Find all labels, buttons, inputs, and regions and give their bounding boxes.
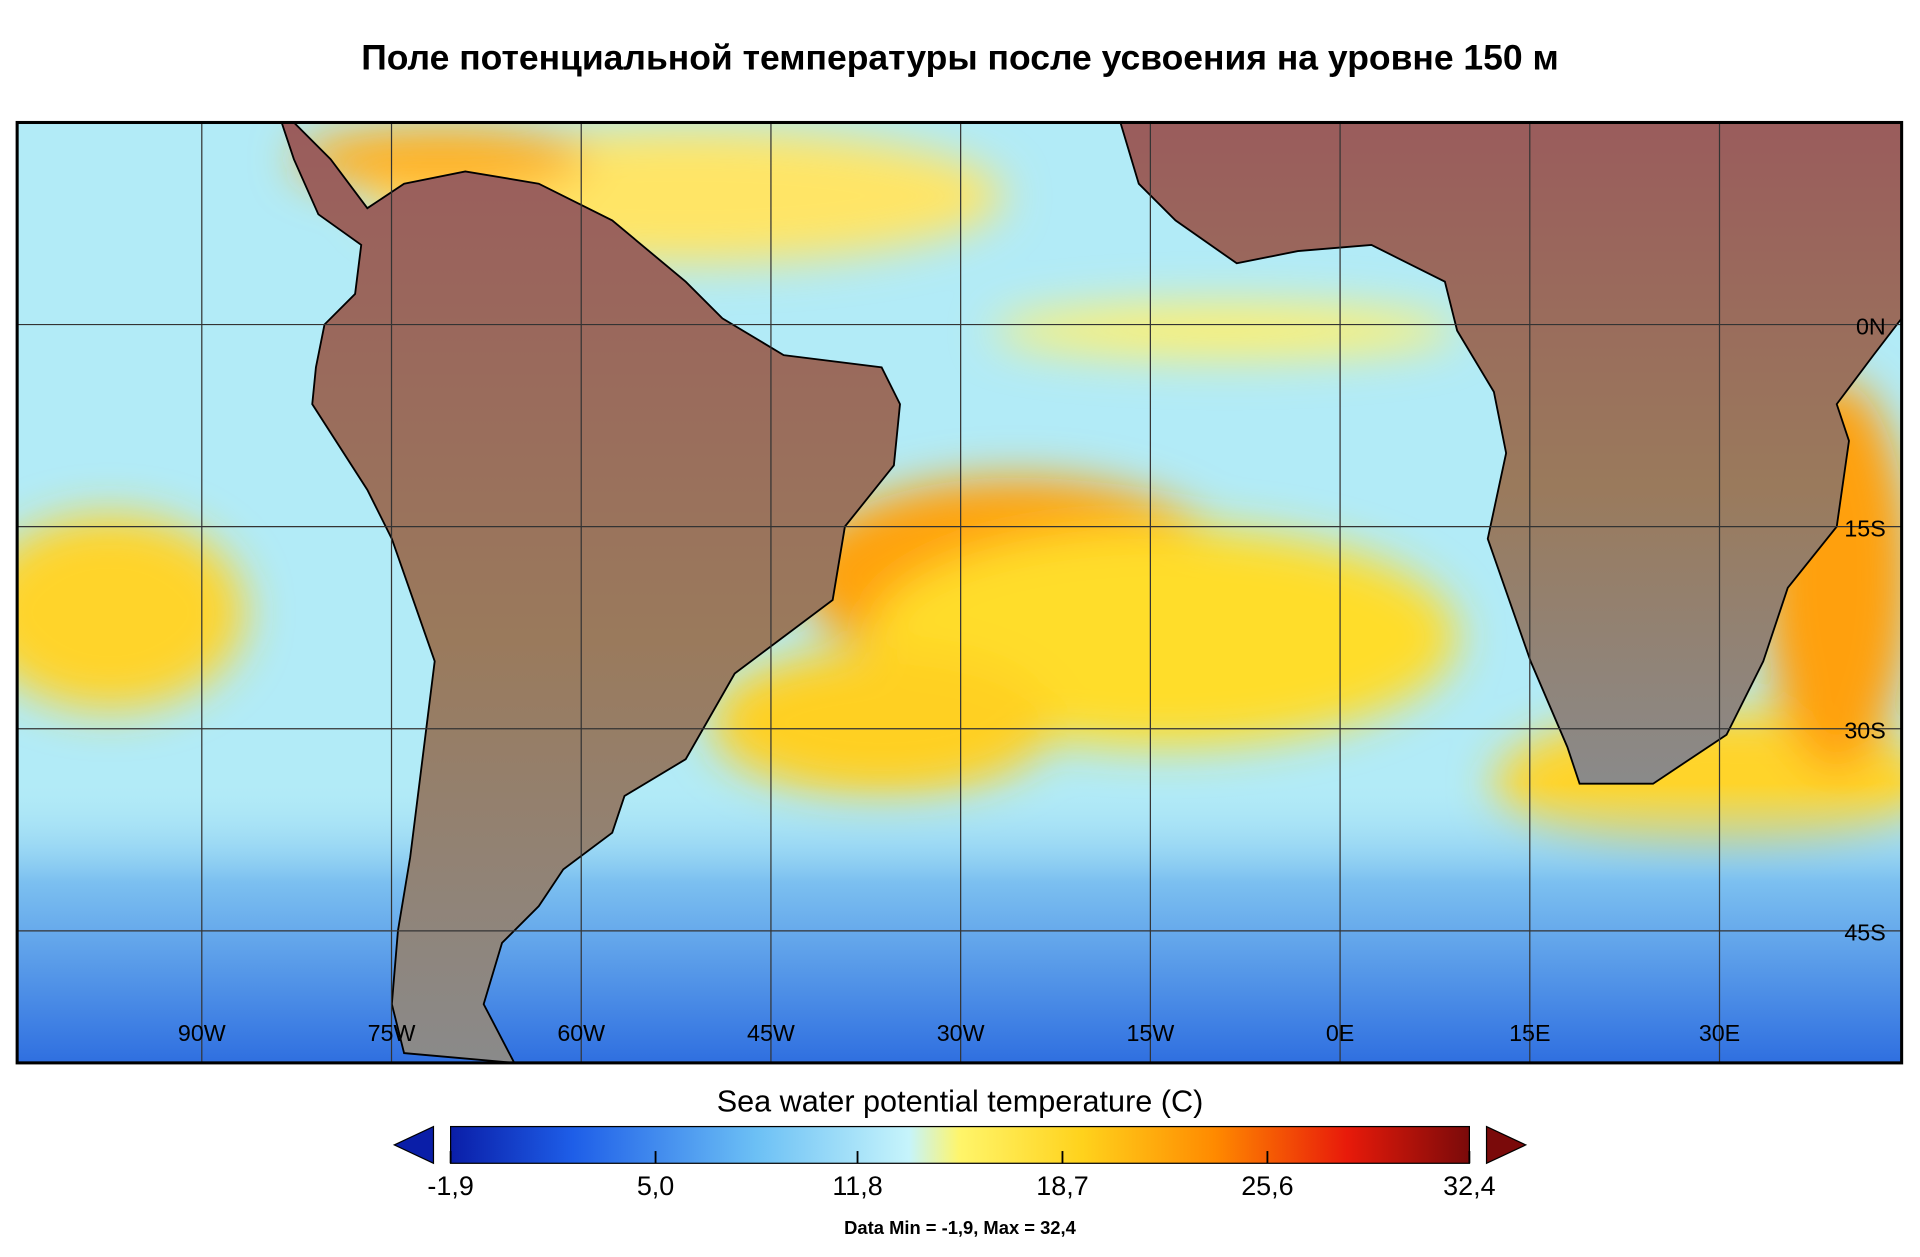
colorbar-high-arrow: [1485, 1125, 1528, 1165]
colorbar-title: Sea water potential temperature (C): [717, 1084, 1204, 1118]
lon-label: 0E: [1326, 1020, 1354, 1046]
lat-label: 30S: [1844, 718, 1885, 744]
colorbar: [450, 1125, 1470, 1164]
colorbar-tick-label: 18,7: [1036, 1171, 1088, 1201]
lon-label: 45W: [747, 1020, 795, 1046]
map-field: [17, 122, 1902, 1063]
lat-label: 45S: [1844, 920, 1885, 946]
colorbar-low-arrow: [392, 1125, 435, 1165]
lon-label: 15W: [1126, 1020, 1174, 1046]
colorbar-tick-label: 32,4: [1443, 1171, 1495, 1201]
colorbar-tick-label: 25,6: [1241, 1171, 1293, 1201]
colorbar-tick-label: -1,9: [427, 1171, 473, 1201]
lon-label: 75W: [368, 1020, 416, 1046]
lon-label: 30W: [937, 1020, 985, 1046]
lon-label: 30E: [1699, 1020, 1740, 1046]
lon-label: 15E: [1509, 1020, 1550, 1046]
lon-label: 90W: [178, 1020, 226, 1046]
lon-label: 60W: [557, 1020, 605, 1046]
lat-label: 15S: [1844, 515, 1885, 541]
title: Поле потенциальной температуры после усв…: [361, 37, 1559, 77]
colorbar-tick-label: 11,8: [832, 1171, 882, 1201]
colorbar-tick-label: 5,0: [637, 1171, 674, 1201]
lat-label: 0N: [1856, 313, 1886, 339]
map-frame: [15, 120, 1904, 1065]
data-range-note: Data Min = -1,9, Max = 32,4: [844, 1217, 1076, 1238]
